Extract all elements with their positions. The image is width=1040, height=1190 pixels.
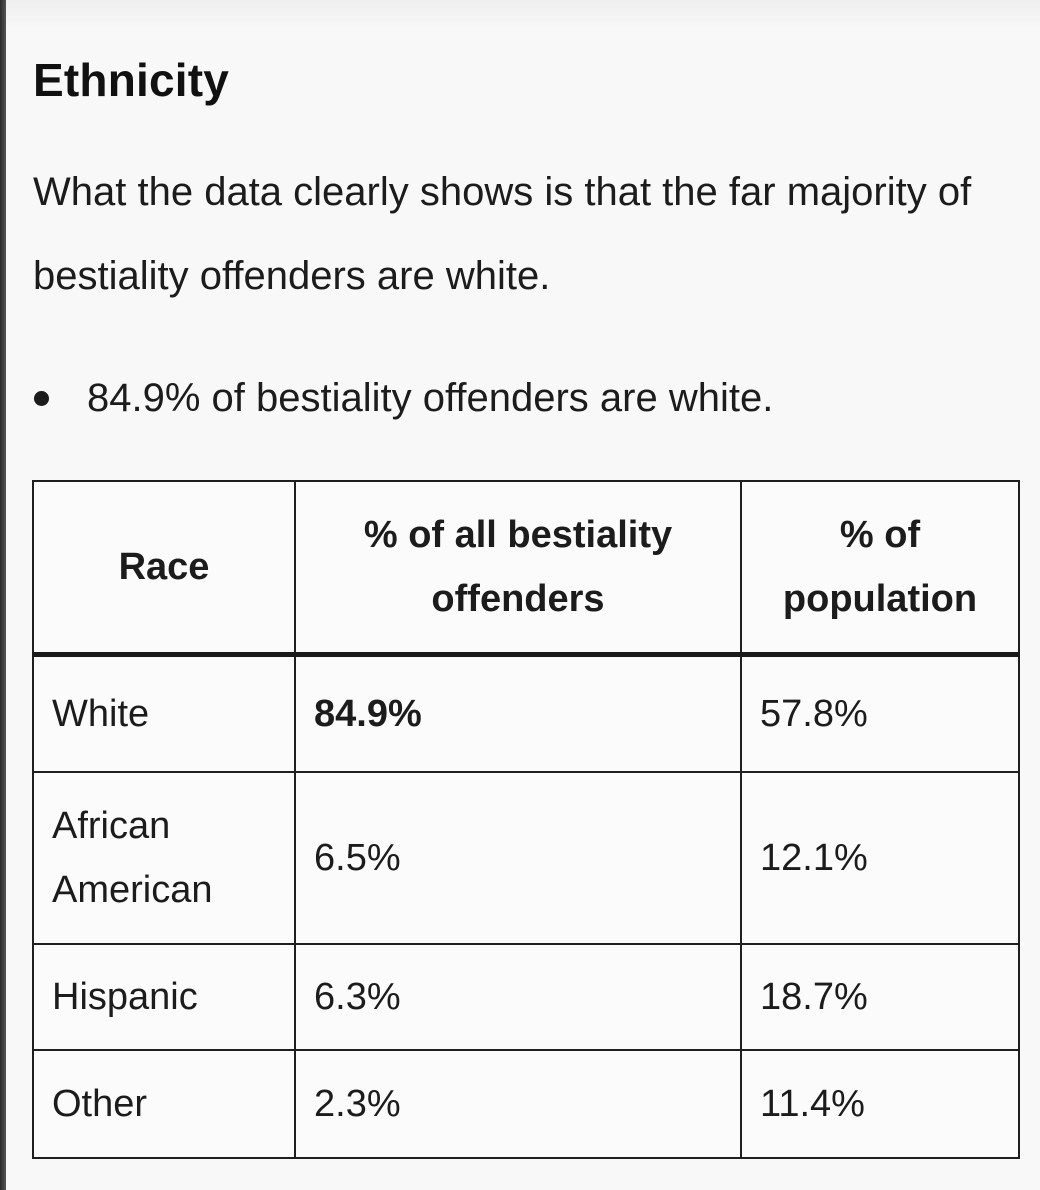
table-row: White 84.9% 57.8% <box>32 653 1020 773</box>
table-row: African American 6.5% 12.1% <box>32 771 1020 945</box>
cell-population: 11.4% <box>740 1049 1020 1159</box>
cell-race: Hispanic <box>32 943 296 1051</box>
cell-race: Other <box>32 1049 296 1159</box>
ethnicity-table-wrapper: Race % of all bestiality offenders % of … <box>32 480 1020 1159</box>
bullet-list: 84.9% of bestiality offenders are white. <box>33 370 773 426</box>
cell-population: 12.1% <box>740 771 1020 945</box>
ethnicity-table: Race % of all bestiality offenders % of … <box>32 480 1020 1159</box>
intro-paragraph: What the data clearly shows is that the … <box>33 170 972 298</box>
section-heading: Ethnicity <box>33 54 230 106</box>
cell-offenders: 2.3% <box>294 1049 742 1159</box>
cell-offenders: 6.3% <box>294 943 742 1051</box>
cell-race: White <box>32 653 296 773</box>
header-population: % of population <box>740 480 1020 657</box>
cell-population: 57.8% <box>740 653 1020 773</box>
table-header-row: Race % of all bestiality offenders % of … <box>32 480 1020 657</box>
table-row: Hispanic 6.3% 18.7% <box>32 943 1020 1051</box>
cell-race: African American <box>32 771 296 945</box>
table-row: Other 2.3% 11.4% <box>32 1049 1020 1159</box>
header-race: Race <box>32 480 296 657</box>
cell-offenders: 6.5% <box>294 771 742 945</box>
bullet-dot-icon <box>34 390 49 406</box>
cell-offenders: 84.9% <box>294 653 742 773</box>
cell-population: 18.7% <box>740 943 1020 1051</box>
header-offenders: % of all bestiality offenders <box>294 480 742 657</box>
list-item: 84.9% of bestiality offenders are white. <box>33 370 773 426</box>
bullet-text: 84.9% of bestiality offenders are white. <box>87 376 774 420</box>
left-edge-shadow <box>0 0 6 1190</box>
